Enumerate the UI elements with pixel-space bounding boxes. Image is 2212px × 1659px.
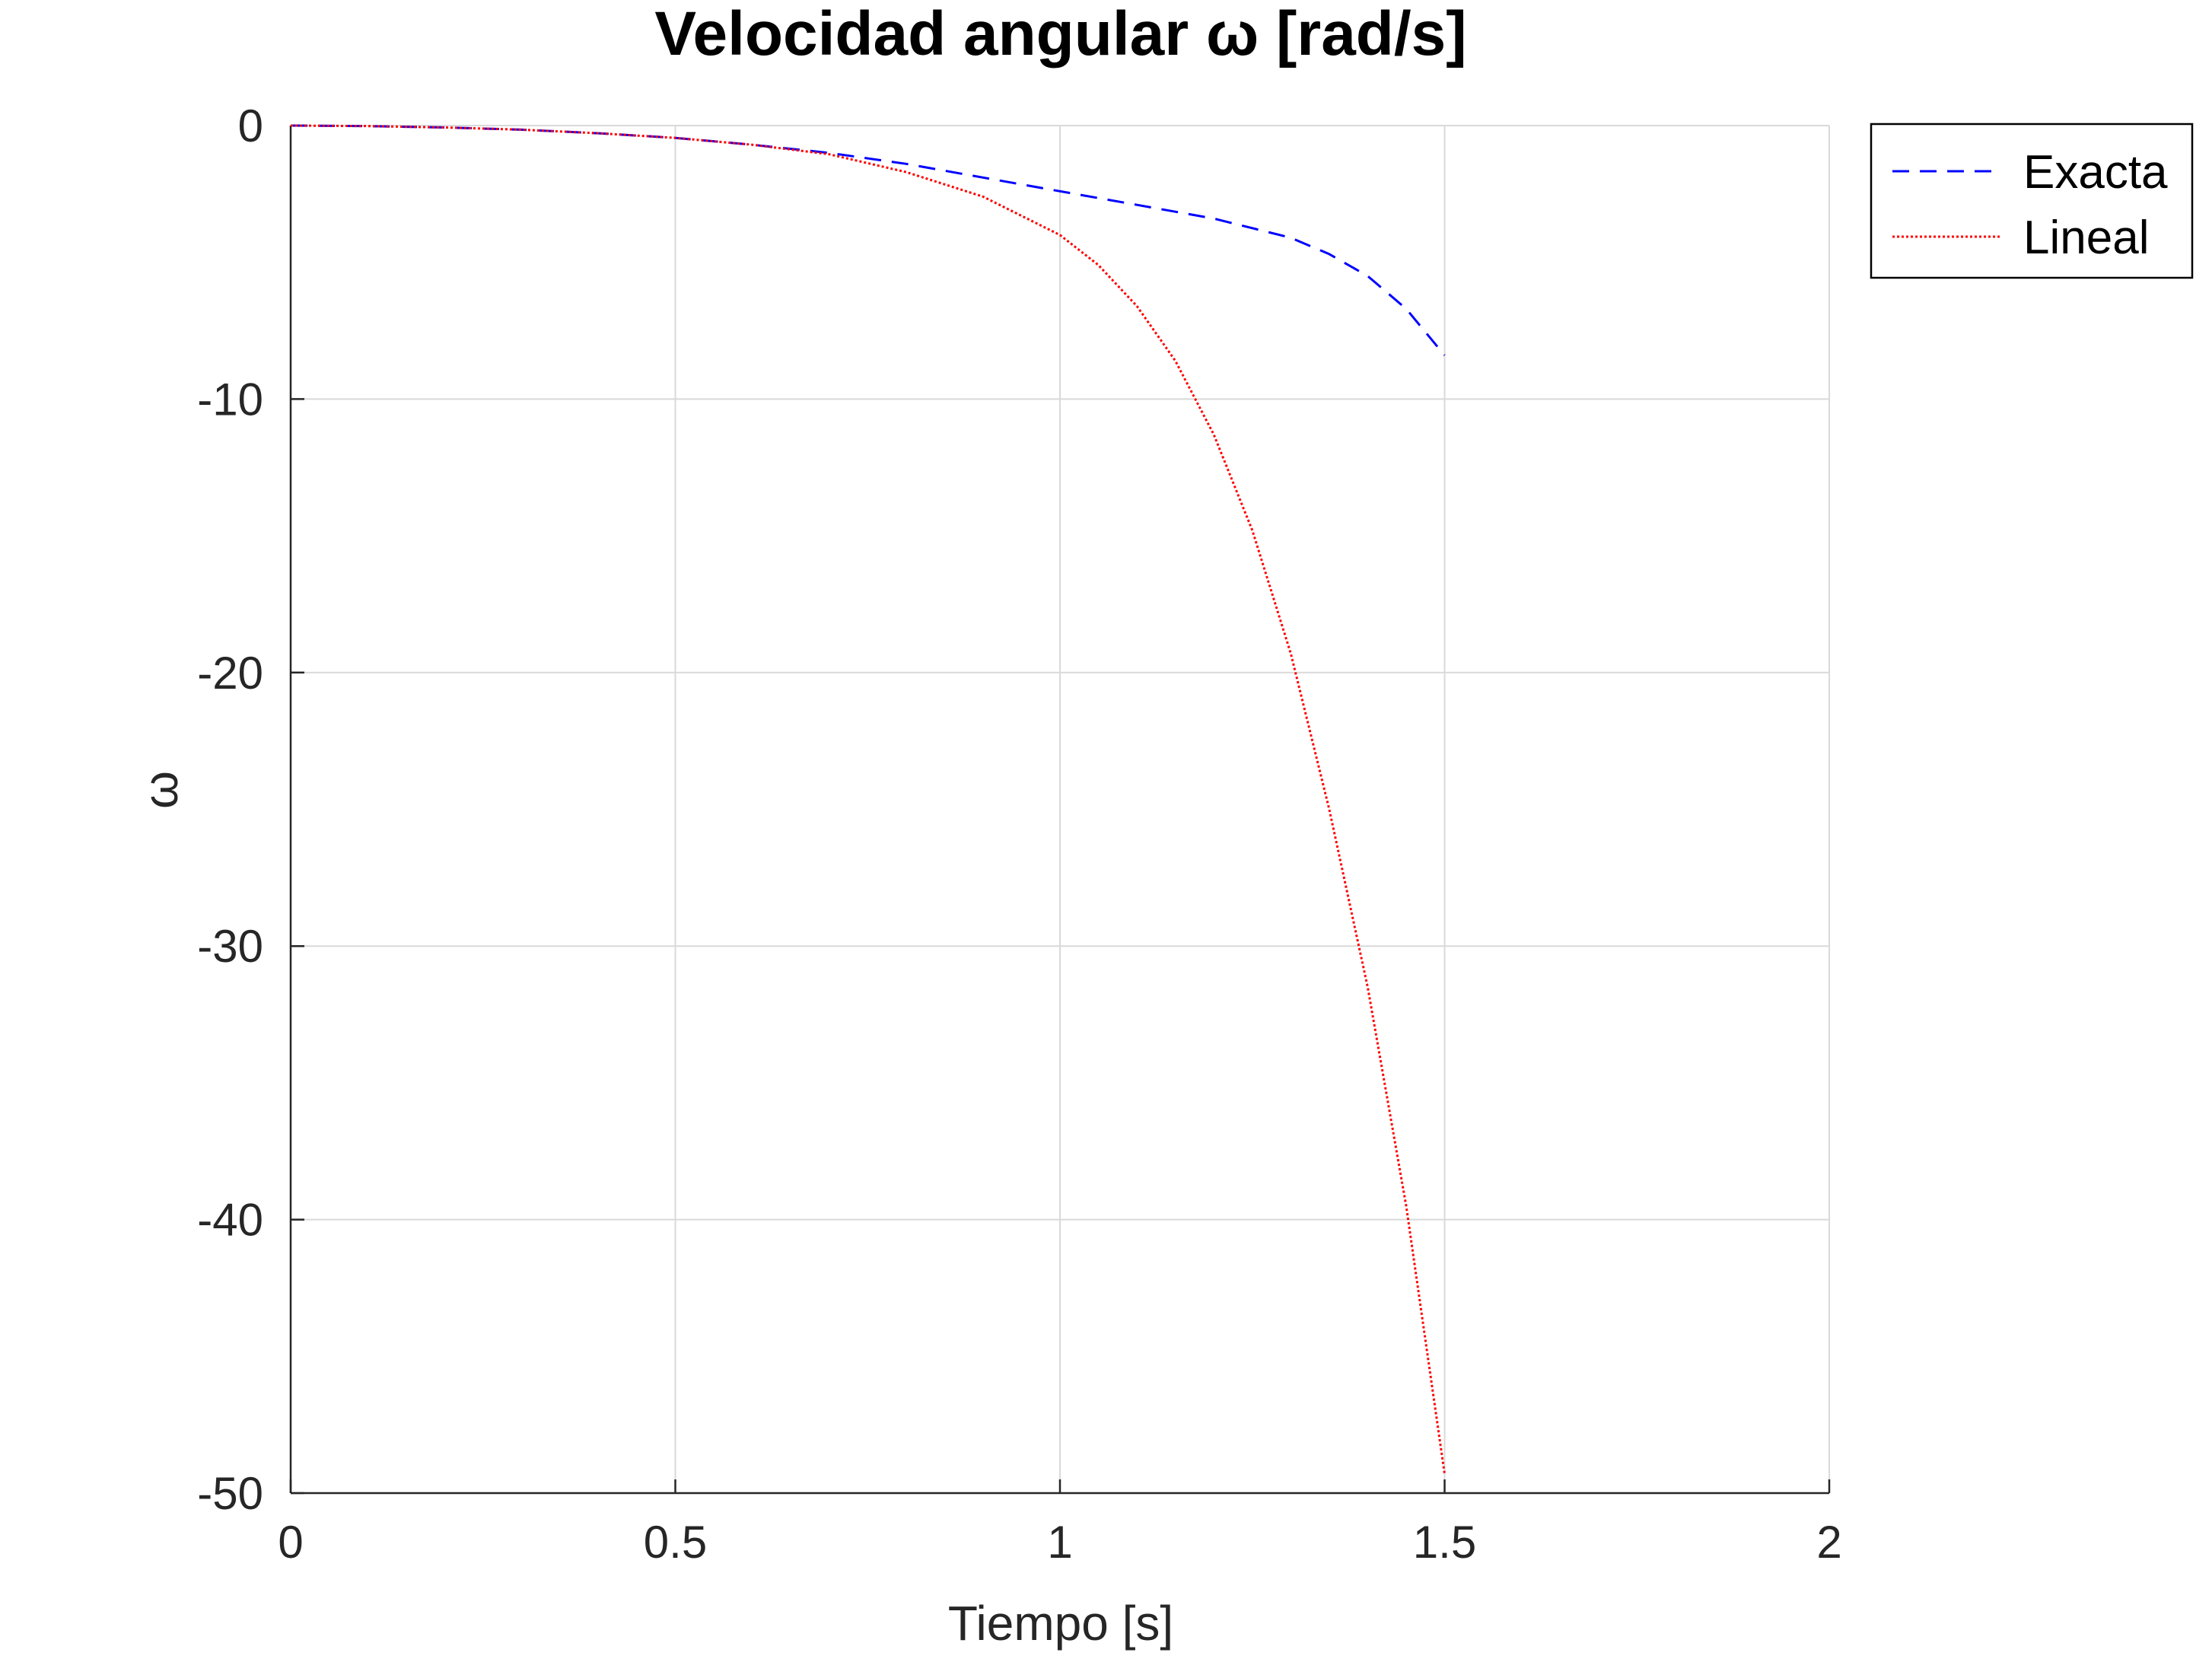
series-line-lineal [290, 124, 1446, 1475]
y-tick-label: -10 [197, 374, 263, 425]
y-tick-label: -20 [197, 648, 263, 699]
legend-label-exacta: Exacta [2023, 146, 2168, 199]
x-tick-label: 2 [1816, 1517, 1841, 1568]
tick-labels: 0 0.5 1 1.5 2 0 -10 -20 -30 -40 -50 [197, 100, 1841, 1568]
legend-box [1870, 123, 2194, 279]
plot-axes [289, 124, 1831, 1495]
y-tick-label: -50 [197, 1468, 263, 1519]
x-tick-label: 0 [278, 1517, 303, 1568]
y-tick-label: 0 [238, 100, 263, 151]
x-tick-label: 1.5 [1413, 1517, 1476, 1568]
legend-label-lineal: Lineal [2023, 212, 2149, 264]
y-axis-label: ω [133, 771, 188, 809]
data-series [290, 124, 1446, 1475]
x-tick-label: 0.5 [644, 1517, 707, 1568]
x-axis-label: Tiempo [s] [948, 1596, 1173, 1651]
x-tick-label: 1 [1047, 1517, 1072, 1568]
y-tick-label: -30 [197, 921, 263, 972]
y-tick-label: -40 [197, 1195, 263, 1246]
legend: Exacta Lineal [1870, 123, 2194, 279]
chart-title: Velocidad angular ω [rad/s] [654, 0, 1466, 68]
